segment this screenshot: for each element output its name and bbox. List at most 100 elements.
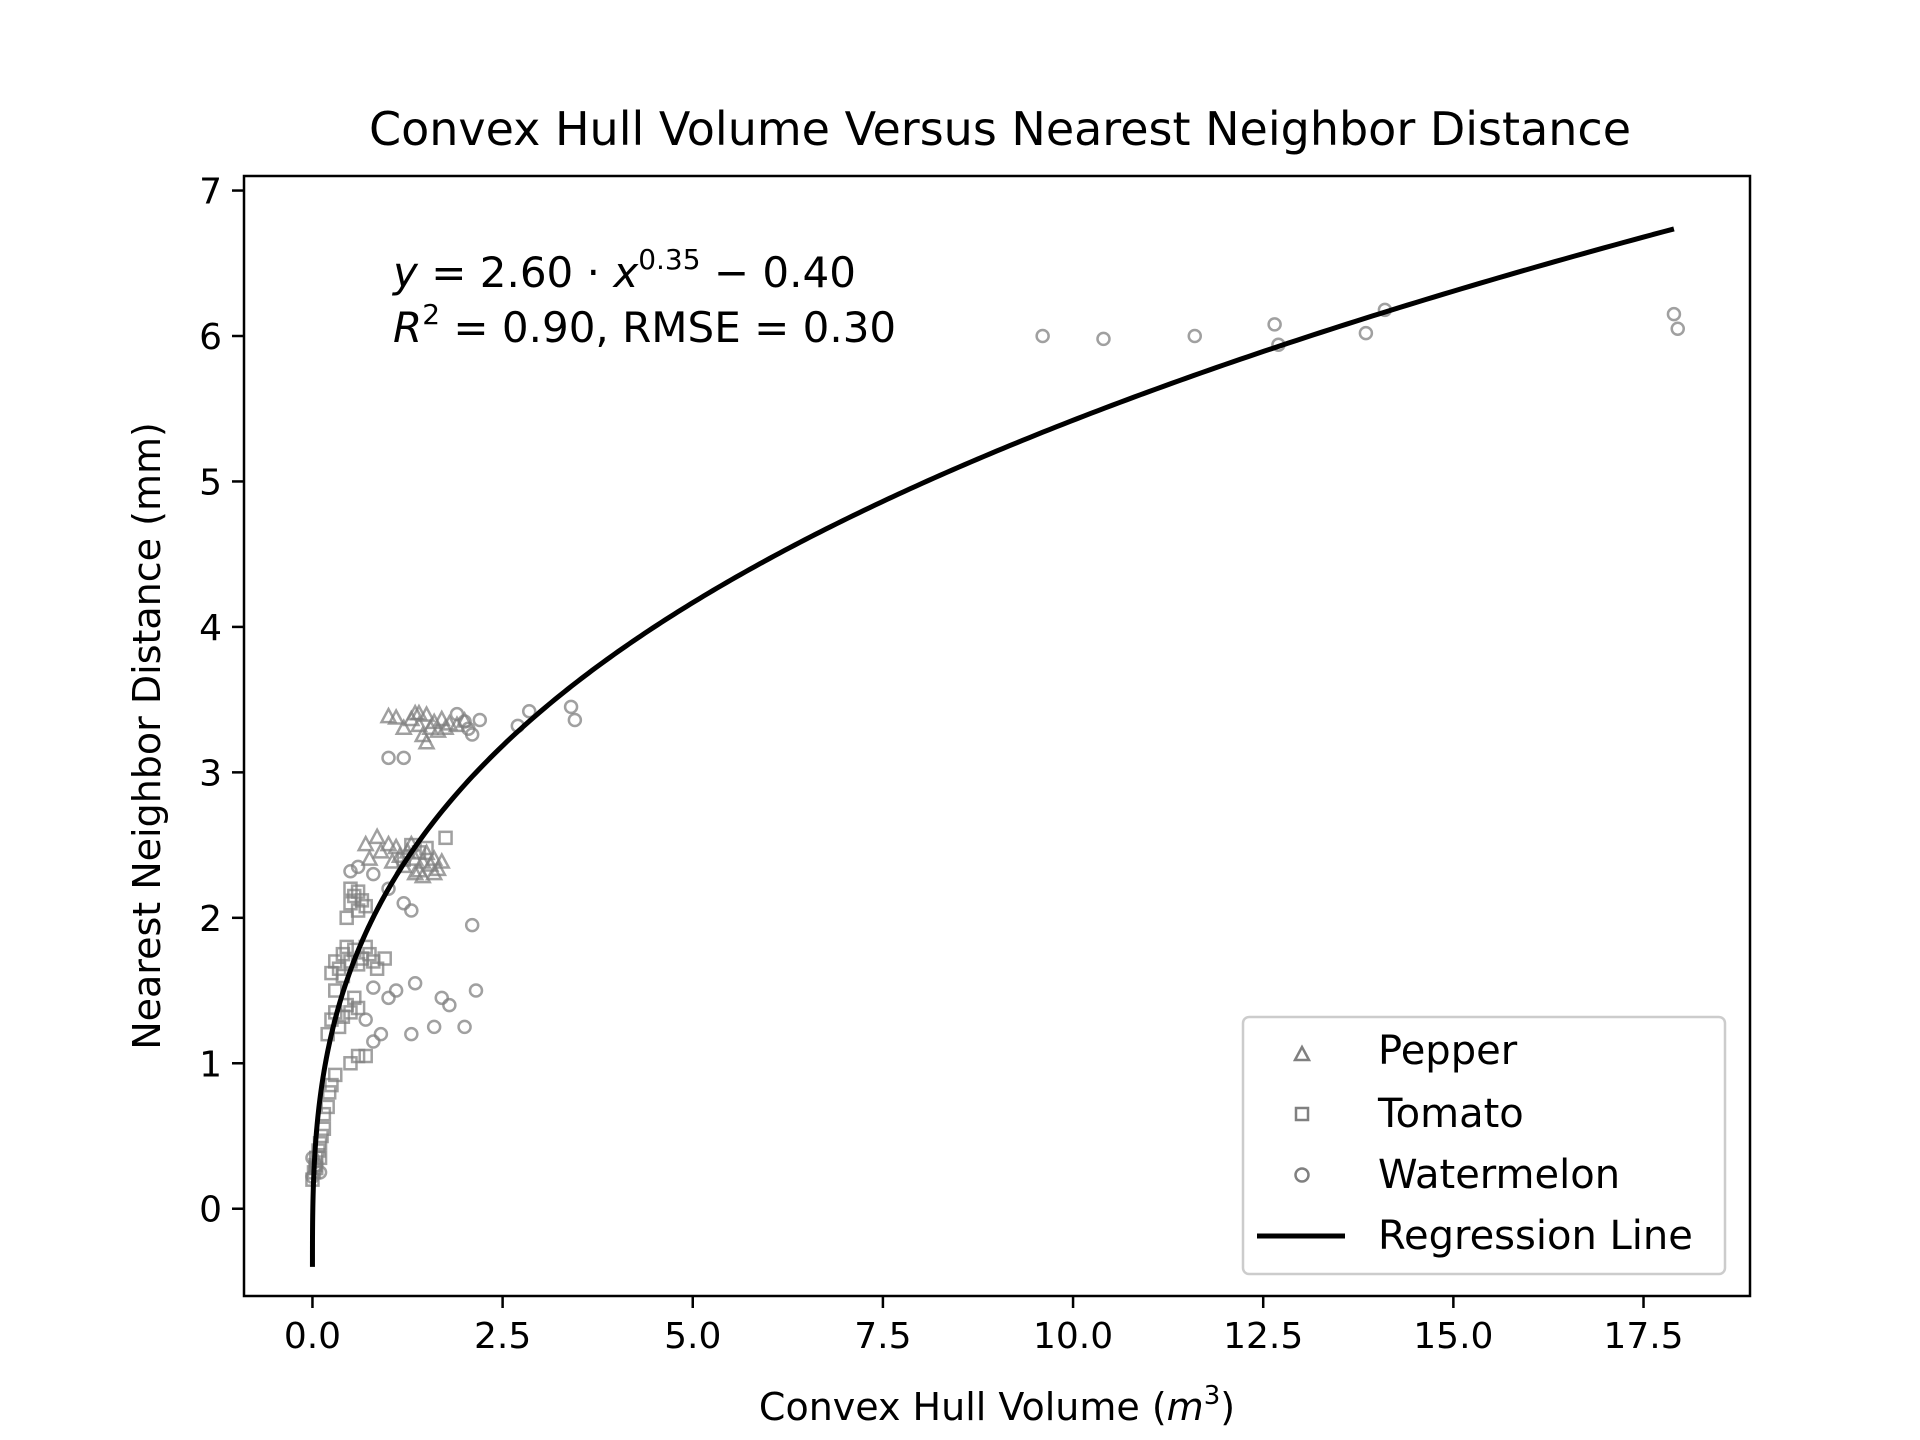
watermelon-point	[1358, 325, 1374, 341]
tomato-point	[438, 830, 453, 846]
pepper-point	[390, 846, 410, 863]
r2-rmse-annotation: R2 = 0.90, RMSE = 0.30	[393, 298, 896, 352]
tomato-point	[328, 983, 343, 998]
watermelon-point	[1670, 321, 1685, 336]
watermelon-point	[1187, 328, 1203, 344]
y-axis-ticks: 0 1 2 3 4 5 6 7	[199, 172, 244, 1231]
tomato-point	[362, 946, 377, 962]
watermelon-point	[358, 1012, 373, 1027]
x-tick-label: 12.5	[1223, 1316, 1303, 1357]
pepper-point	[387, 707, 406, 725]
watermelon-point	[396, 750, 411, 766]
legend-watermelon-label: Watermelon	[1378, 1152, 1620, 1198]
watermelon-point	[388, 983, 404, 998]
plot-frame	[242, 174, 1752, 1298]
legend-pepper-marker	[1292, 1044, 1312, 1062]
equation-annotation: y = 2.60 · x0.35 − 0.40	[391, 243, 856, 297]
pepper-point	[409, 703, 429, 721]
chart-title: Convex Hull Volume Versus Nearest Neighb…	[369, 102, 1631, 156]
tomato-point	[339, 910, 354, 926]
watermelon-point	[343, 864, 358, 879]
tomato-point	[343, 1005, 358, 1020]
tomato-point	[324, 1077, 339, 1093]
pepper-point	[432, 851, 451, 869]
x-tick-label: 17.5	[1603, 1316, 1683, 1357]
tomato-point	[339, 939, 354, 955]
tomato-point	[331, 961, 347, 976]
watermelon-point	[468, 983, 484, 998]
watermelon-point	[457, 714, 472, 729]
x-tick-label: 10.0	[1033, 1316, 1113, 1357]
tomato-point	[320, 1099, 335, 1115]
tomato-point	[377, 951, 392, 966]
watermelon-point	[521, 704, 537, 719]
tomato-point	[343, 1056, 358, 1071]
y-tick-label: 4	[199, 608, 222, 649]
watermelon-point	[407, 976, 423, 991]
tomato-point	[328, 1067, 343, 1083]
y-tick-label: 3	[199, 753, 222, 794]
legend-watermelon-marker	[1294, 1167, 1310, 1183]
y-tick-label: 2	[199, 899, 222, 940]
x-tick-label: 5.0	[664, 1316, 721, 1357]
x-axis-ticks: 0.0 2.5 5.0 7.5 10.0 12.5 15.0 17.5	[284, 1296, 1684, 1357]
pepper-point	[425, 863, 444, 881]
tomato-point	[343, 881, 358, 896]
x-axis-label: Convex Hull Volume (m3)	[759, 1381, 1235, 1429]
tomato-point	[328, 954, 343, 969]
watermelon-point	[464, 917, 480, 933]
watermelon-point	[373, 1026, 389, 1042]
legend: Pepper Tomato Watermelon Regression Line	[1241, 1015, 1727, 1276]
legend-regression-label: Regression Line	[1378, 1213, 1693, 1259]
tomato-point	[350, 1000, 366, 1016]
watermelon-point	[366, 1034, 381, 1049]
pepper-point	[379, 834, 398, 852]
x-tick-label: 15.0	[1413, 1316, 1493, 1357]
watermelon-point	[567, 712, 583, 728]
watermelon-point	[366, 866, 381, 882]
watermelon-point	[426, 1019, 442, 1035]
legend-tomato-label: Tomato	[1377, 1091, 1524, 1137]
x-tick-label: 7.5	[854, 1316, 911, 1357]
tomato-point	[358, 1048, 373, 1064]
watermelon-point	[350, 859, 366, 875]
watermelon-point	[434, 990, 450, 1006]
pepper-point	[387, 837, 406, 855]
pepper-point	[436, 718, 455, 735]
tomato-point	[347, 888, 362, 904]
tomato-point	[350, 1048, 366, 1064]
watermelon-point	[457, 1019, 472, 1035]
watermelon-point	[1267, 317, 1282, 332]
pepper-point	[394, 718, 413, 735]
pepper-point	[413, 866, 432, 884]
watermelon-point	[381, 990, 396, 1006]
tomato-point	[350, 884, 366, 899]
tomato-point	[358, 898, 373, 914]
watermelon-point	[449, 706, 465, 722]
x-tick-label: 2.5	[474, 1316, 531, 1357]
watermelon-point	[381, 881, 396, 896]
watermelon-point	[404, 1026, 419, 1042]
regression-line	[309, 226, 1675, 1267]
watermelon-point	[1666, 306, 1682, 322]
y-tick-label: 0	[199, 1190, 222, 1231]
watermelon-point	[442, 997, 457, 1013]
legend-box	[1241, 1015, 1727, 1276]
pepper-point	[432, 709, 451, 727]
y-tick-label: 5	[199, 462, 222, 503]
pepper-point	[406, 863, 425, 881]
pepper-point	[417, 843, 436, 861]
y-tick-label: 7	[199, 172, 222, 213]
watermelon-point	[381, 750, 396, 766]
legend-pepper-label: Pepper	[1378, 1028, 1518, 1074]
tomato-point	[350, 903, 366, 918]
tomato-point	[419, 840, 434, 856]
watermelon-point	[472, 712, 488, 728]
y-tick-label: 1	[199, 1044, 222, 1085]
legend-tomato-marker	[1294, 1106, 1310, 1122]
tomato-point	[347, 990, 362, 1006]
tomato-point	[369, 961, 385, 976]
y-tick-label: 6	[199, 317, 222, 358]
y-axis-label: Nearest Neighbor Distance (mm)	[125, 422, 169, 1050]
